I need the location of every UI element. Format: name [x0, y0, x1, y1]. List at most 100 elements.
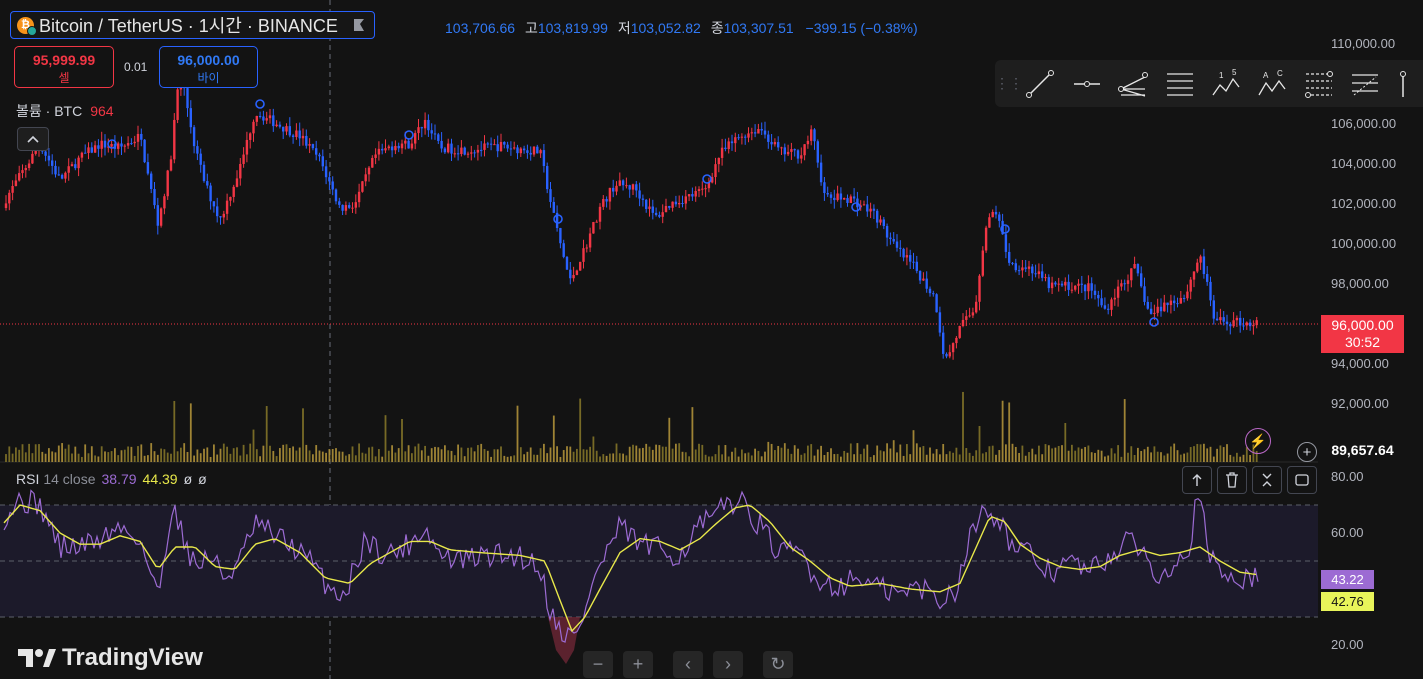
candle-body — [156, 205, 159, 226]
volume-bar — [1209, 446, 1212, 462]
volume-bar — [490, 456, 492, 462]
volume-legend[interactable]: 볼륨 · BTC 964 — [16, 101, 114, 121]
volume-bar — [259, 456, 261, 462]
candle-body — [311, 144, 315, 149]
volume-bar — [704, 454, 707, 462]
candle-body — [387, 146, 390, 149]
volume-bar — [1226, 444, 1228, 462]
reset-icon[interactable]: ↻ — [763, 651, 793, 678]
volume-bar — [31, 453, 34, 462]
sell-button[interactable]: 95,999.99 셀 — [14, 46, 114, 88]
move-pane-up-button[interactable] — [1182, 466, 1212, 494]
trend-line-icon[interactable] — [1017, 64, 1063, 104]
flag-icon[interactable] — [352, 18, 366, 32]
candle-body — [291, 135, 295, 137]
candle-body — [166, 170, 169, 197]
volume-bar — [358, 443, 360, 462]
collapse-legend-button[interactable] — [17, 127, 49, 151]
maximize-icon — [1295, 474, 1309, 486]
candle-body — [433, 133, 437, 135]
tradingview-logo[interactable]: TradingView — [18, 644, 203, 672]
candle-body — [503, 141, 506, 145]
volume-bar — [1203, 443, 1205, 462]
volume-bar — [282, 444, 285, 462]
horizontal-ray-icon[interactable] — [1063, 64, 1109, 104]
volume-bar — [222, 443, 225, 462]
volume-bar — [74, 446, 77, 462]
candle-body — [704, 188, 707, 190]
bar-countdown: 30:52 — [1344, 334, 1381, 350]
volume-bar — [84, 444, 87, 462]
candle-body — [1087, 283, 1090, 292]
gann-icon[interactable] — [1389, 64, 1423, 104]
volume-bar — [1212, 456, 1215, 462]
pitchfork-icon[interactable] — [1110, 64, 1156, 104]
low-price-marker: 89,657.64 — [1321, 440, 1404, 460]
candle-body — [173, 119, 176, 160]
volume-bar — [486, 450, 489, 462]
maximize-pane-button[interactable] — [1287, 466, 1317, 494]
add-plus-icon[interactable]: + — [1297, 442, 1317, 462]
volume-bar — [44, 453, 47, 462]
candle-body — [922, 278, 925, 281]
parallel-channel-icon[interactable] — [1156, 64, 1202, 104]
volume-bar — [206, 447, 209, 462]
volume-bar — [77, 453, 80, 462]
candle-body — [328, 177, 331, 182]
candle-body — [727, 141, 730, 150]
volume-bar — [1120, 456, 1123, 462]
candle-body — [796, 150, 800, 159]
svg-text:C: C — [1277, 69, 1283, 78]
volume-bar — [968, 452, 971, 462]
candle-body — [951, 343, 955, 353]
candle-body — [1021, 267, 1024, 271]
collapse-pane-button[interactable] — [1252, 466, 1282, 494]
candle-body — [635, 184, 638, 191]
price-axis-label: 92,000.00 — [1331, 396, 1389, 411]
drag-handle-icon[interactable]: ⋮⋮ — [995, 75, 1023, 91]
candle-body — [971, 312, 975, 316]
fib-retracement-icon[interactable] — [1296, 64, 1342, 104]
fib-extension-icon[interactable] — [1342, 64, 1388, 104]
zoom-out-icon[interactable]: − — [583, 651, 613, 678]
scroll-left-icon[interactable]: ‹ — [673, 651, 703, 678]
scroll-right-icon[interactable]: › — [713, 651, 743, 678]
candle-body — [542, 150, 546, 167]
volume-bar — [909, 454, 912, 462]
candle-body — [410, 143, 414, 149]
volume-bar — [269, 445, 271, 462]
candle-body — [998, 214, 1001, 221]
volume-bar — [681, 451, 684, 462]
delete-pane-button[interactable] — [1217, 466, 1247, 494]
volume-bar — [846, 452, 849, 462]
volume-bar — [658, 445, 661, 462]
volume-bar — [321, 451, 324, 462]
volume-bar — [536, 454, 539, 462]
candle-body — [806, 140, 810, 145]
candle-body — [536, 146, 539, 154]
price-axis-label: 100,000.00 — [1331, 236, 1397, 251]
candle-body — [935, 294, 938, 313]
candle-body — [846, 198, 849, 203]
candle-body — [697, 189, 701, 191]
rsi-legend[interactable]: RSI 14 close 38.79 44.39 ø ø — [16, 471, 207, 487]
rsi-extra-2: ø — [198, 471, 207, 487]
trade-marker — [851, 202, 861, 212]
zoom-in-icon[interactable]: + — [623, 651, 653, 678]
candle-body — [374, 154, 377, 158]
order-quantity[interactable]: 0.01 — [124, 60, 148, 74]
volume-bar — [529, 447, 532, 462]
candle-body — [354, 202, 357, 208]
volume-bar — [252, 429, 255, 462]
candle-body — [460, 147, 463, 155]
candle-body — [522, 148, 526, 151]
volume-bar — [1239, 456, 1242, 462]
symbol-header[interactable]: ₿ Bitcoin / TetherUS · 1시간 · BINANCE — [10, 11, 375, 39]
buy-button[interactable]: 96,000.00 바이 — [159, 46, 258, 88]
candle-body — [1212, 300, 1215, 319]
lightning-icon[interactable]: ⚡ — [1245, 428, 1271, 454]
volume-bar — [869, 456, 872, 462]
